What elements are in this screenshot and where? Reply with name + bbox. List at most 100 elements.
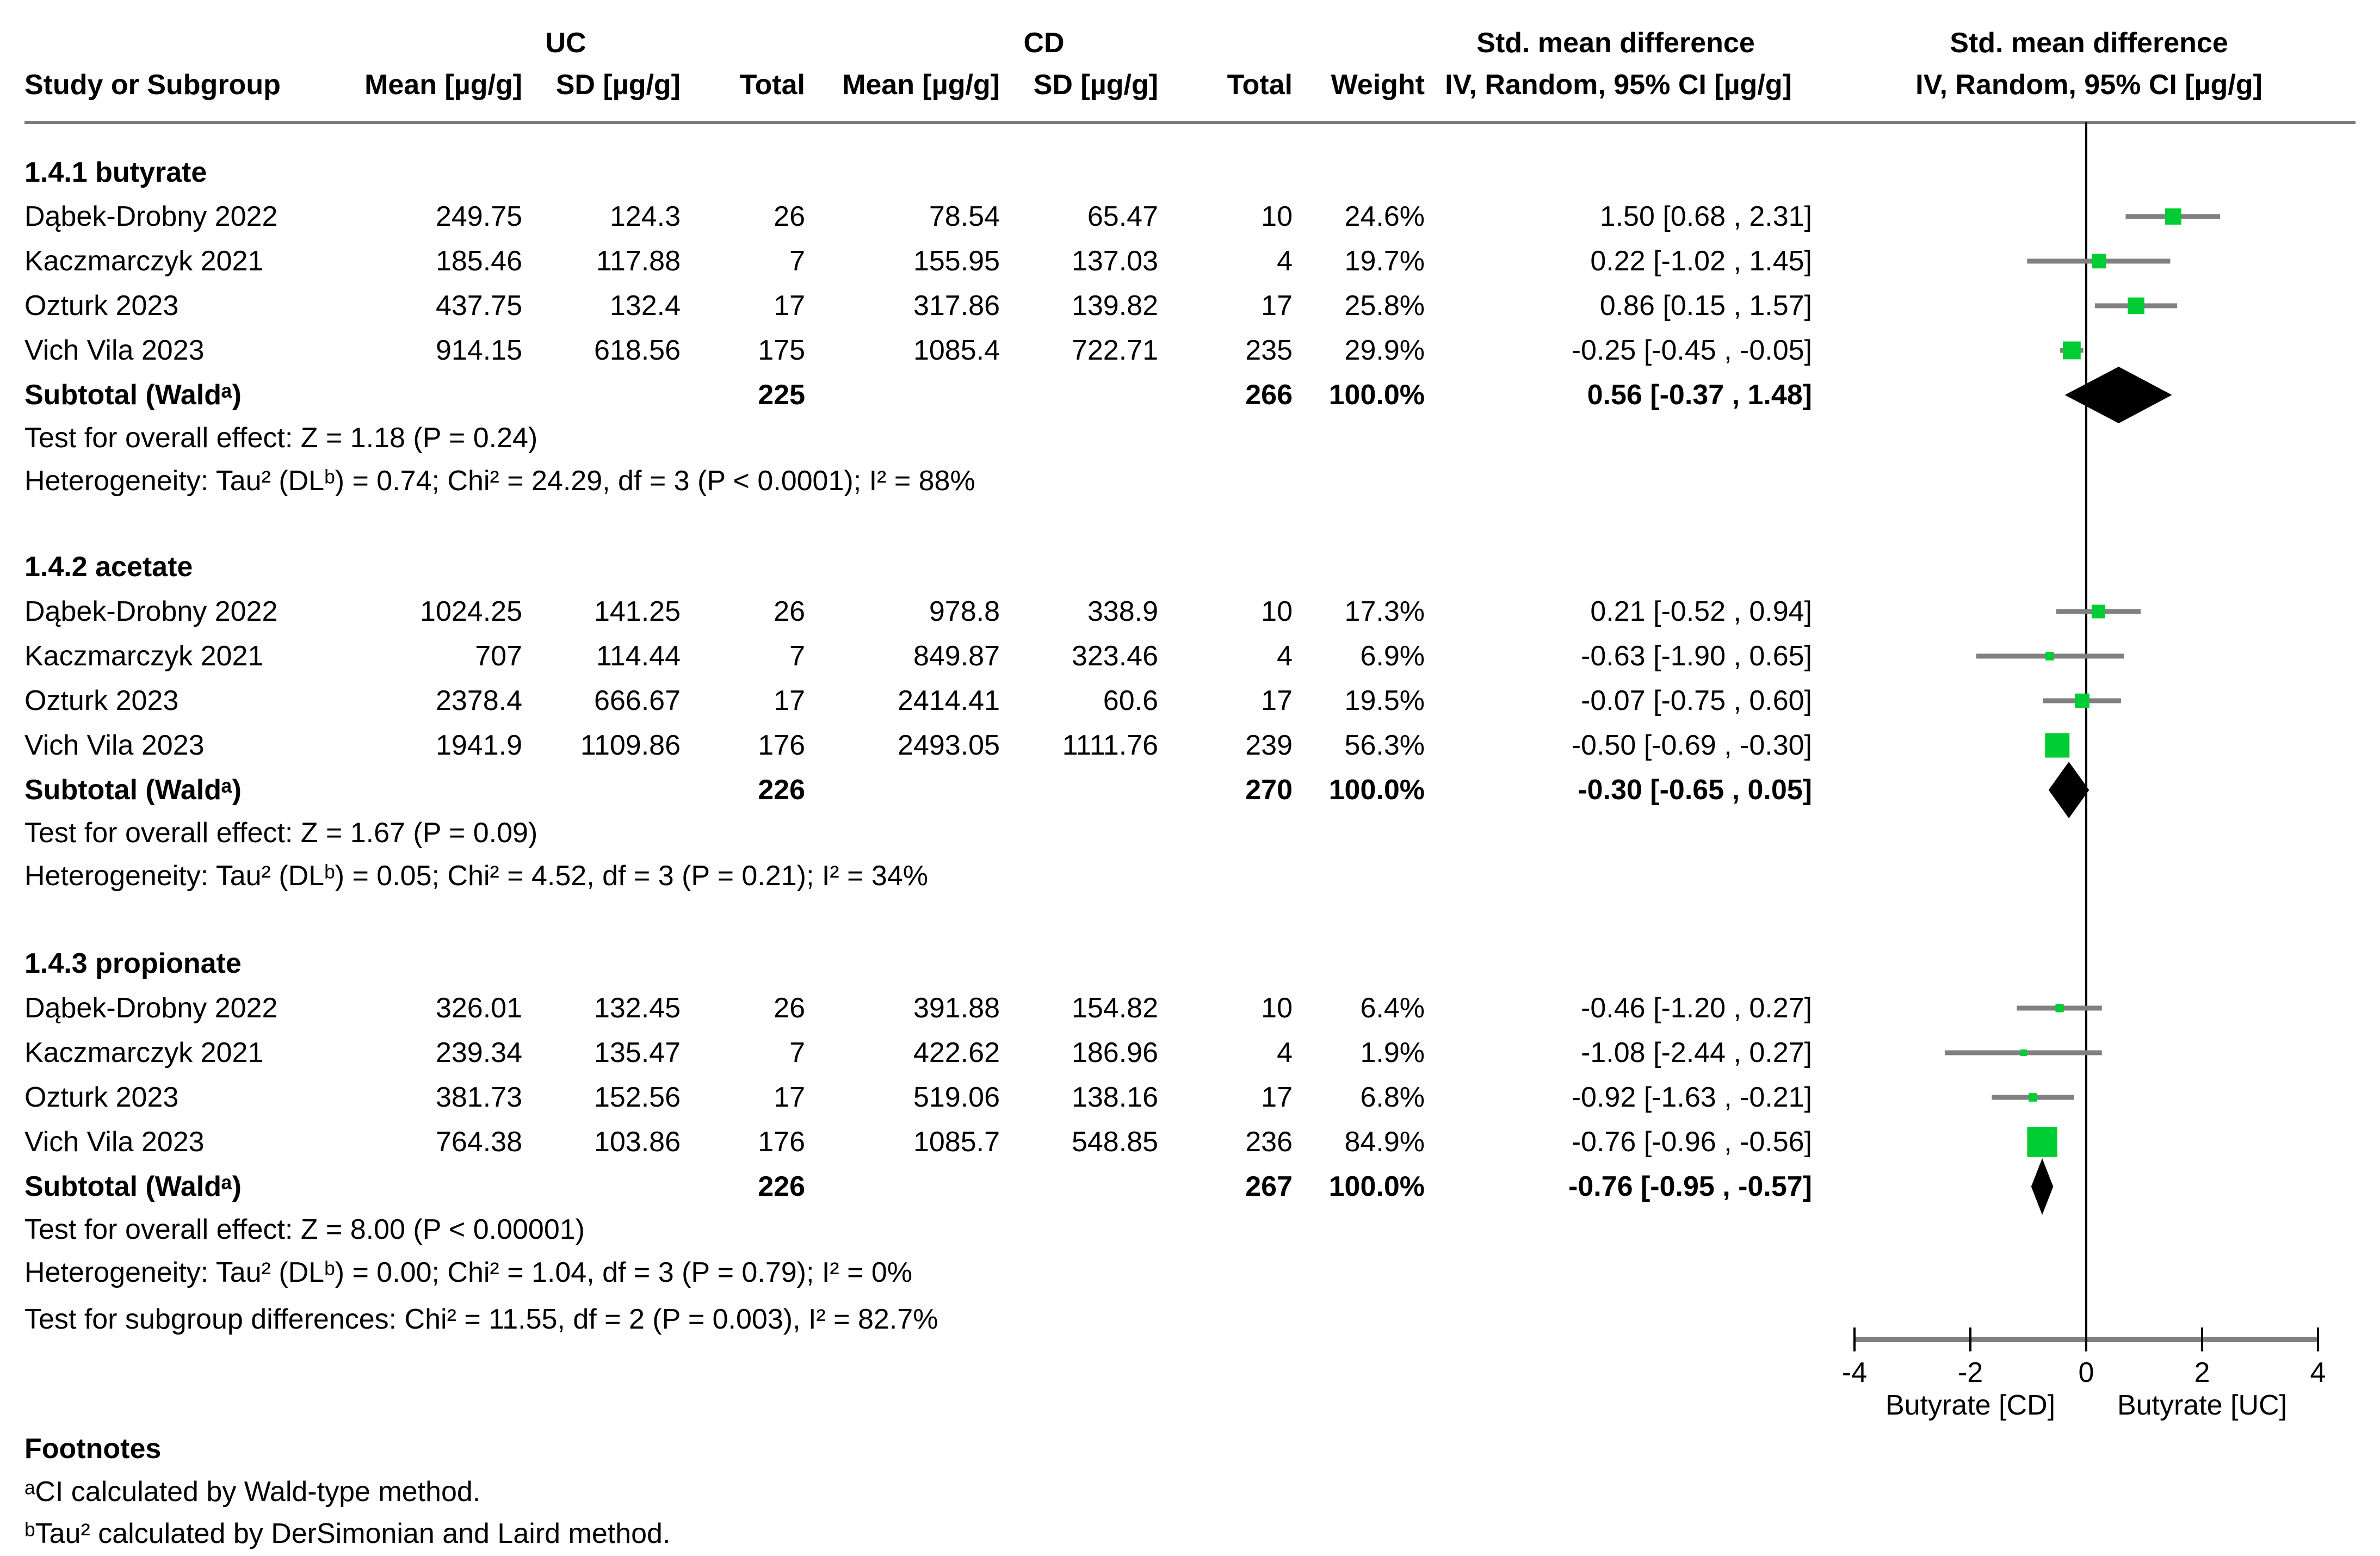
overall-effect-test: Test for overall effect: Z = 1.67 (P = 0… <box>24 817 538 849</box>
subtotal-row: Subtotal (Waldᵃ) 226 270 100.0% -0.30 [-… <box>24 768 1812 812</box>
col-header-sd-uc: SD [µg/g] <box>555 69 681 101</box>
study-row: Vich Vila 2023 1941.9 1109.86 176 2493.0… <box>24 723 1812 768</box>
axis-tick-label: 4 <box>2310 1357 2326 1388</box>
axis-tick-label: 0 <box>2079 1357 2094 1388</box>
col-header-sd-cd: SD [µg/g] <box>1033 69 1158 101</box>
col-header-mean-cd: Mean [µg/g] <box>842 69 1000 101</box>
cd-mean: 978.8 <box>929 596 1000 627</box>
subtotal-diamond <box>2064 367 2172 423</box>
effect-square <box>2029 1093 2037 1102</box>
cd-total: 4 <box>1277 640 1293 672</box>
weight-value: 6.9% <box>1360 640 1425 672</box>
effect-square <box>2091 604 2105 619</box>
cd-total: 266 <box>1245 379 1293 411</box>
header-divider <box>24 121 2356 124</box>
cd-sd: 323.46 <box>1071 640 1158 672</box>
study-row: Vich Vila 2023 764.38 103.86 176 1085.7 … <box>24 1120 1812 1164</box>
uc-mean: 185.46 <box>435 245 522 277</box>
study-row: Ozturk 2023 2378.4 666.67 17 2414.41 60.… <box>24 678 1812 723</box>
uc-total: 17 <box>774 1082 805 1113</box>
footnote-b: ᵇTau² calculated by DerSimonian and Lair… <box>24 1518 671 1549</box>
uc-total: 26 <box>774 201 805 232</box>
subgroup-title: 1.4.1 butyrate <box>24 157 207 188</box>
axis-label-right: Butyrate [UC] <box>2117 1390 2287 1421</box>
footnote-a: ᵃCI calculated by Wald-type method. <box>24 1476 481 1508</box>
cd-mean: 519.06 <box>913 1082 1000 1113</box>
cd-total: 235 <box>1245 335 1293 366</box>
uc-sd: 152.56 <box>594 1082 681 1113</box>
ci-value: -0.07 [-0.75 , 0.60] <box>1581 685 1812 717</box>
ci-value: -0.92 [-1.63 , -0.21] <box>1571 1082 1812 1113</box>
cd-mean: 849.87 <box>913 640 1000 672</box>
study-name: Vich Vila 2023 <box>24 1126 205 1158</box>
study-row: Kaczmarczyk 2021 707 114.44 7 849.87 323… <box>24 634 1812 678</box>
uc-sd: 135.47 <box>594 1037 681 1069</box>
group-header-uc: UC <box>545 27 586 59</box>
cd-sd: 137.03 <box>1071 245 1158 277</box>
uc-total: 176 <box>758 730 805 761</box>
weight-value: 19.7% <box>1344 245 1425 277</box>
uc-mean: 2378.4 <box>435 685 522 717</box>
effect-square <box>2045 733 2070 758</box>
cd-mean: 2414.41 <box>898 685 1000 717</box>
effect-square <box>2092 254 2106 269</box>
cd-mean: 317.86 <box>913 290 1000 322</box>
column-header-row: Study or Subgroup Mean [µg/g] SD [µg/g] … <box>24 63 1812 107</box>
cd-sd: 60.6 <box>1103 685 1158 717</box>
uc-total: 176 <box>758 1126 805 1158</box>
uc-mean: 914.15 <box>435 335 522 366</box>
ci-value: -0.25 [-0.45 , -0.05] <box>1571 335 1812 366</box>
uc-mean: 437.75 <box>435 290 522 322</box>
uc-sd: 1109.86 <box>580 730 681 761</box>
study-row: Dąbek-Drobny 2022 1024.25 141.25 26 978.… <box>24 589 1812 634</box>
uc-sd: 141.25 <box>594 596 681 627</box>
cd-total: 17 <box>1261 685 1293 717</box>
study-name: Kaczmarczyk 2021 <box>24 640 264 672</box>
subgroup-differences-test: Test for subgroup differences: Chi² = 11… <box>24 1304 938 1335</box>
cd-sd: 154.82 <box>1071 992 1158 1024</box>
cd-mean: 2493.05 <box>898 730 1000 761</box>
effect-square <box>2075 693 2090 708</box>
cd-mean: 422.62 <box>913 1037 1000 1069</box>
uc-total: 7 <box>789 640 805 672</box>
cd-sd: 548.85 <box>1071 1126 1158 1158</box>
axis-tick-label: 2 <box>2194 1357 2210 1388</box>
uc-mean: 381.73 <box>435 1082 522 1113</box>
weight-value: 24.6% <box>1344 201 1425 232</box>
uc-total: 226 <box>758 774 805 806</box>
subtotal-diamond <box>2048 762 2090 818</box>
uc-total: 17 <box>774 685 805 717</box>
uc-mean: 1024.25 <box>420 596 522 627</box>
uc-total: 17 <box>774 290 805 322</box>
cd-total: 4 <box>1277 245 1293 277</box>
cd-sd: 722.71 <box>1071 335 1158 366</box>
uc-mean: 249.75 <box>435 201 522 232</box>
ci-value: -0.76 [-0.95 , -0.57] <box>1568 1171 1812 1202</box>
smd-text-column-title: Std. mean difference <box>1476 27 1755 59</box>
axis-label-left: Butyrate [CD] <box>1886 1390 2055 1421</box>
cd-total: 236 <box>1245 1126 1293 1158</box>
uc-mean: 326.01 <box>435 992 522 1024</box>
uc-mean: 1941.9 <box>435 730 522 761</box>
effect-square <box>2020 1049 2027 1056</box>
subtotal-label: Subtotal (Waldᵃ) <box>24 379 242 411</box>
uc-total: 175 <box>758 335 805 366</box>
subgroup-title: 1.4.2 acetate <box>24 551 193 583</box>
uc-total: 7 <box>789 245 805 277</box>
weight-value: 19.5% <box>1344 685 1425 717</box>
col-header-total-cd: Total <box>1227 69 1293 101</box>
study-name: Dąbek-Drobny 2022 <box>24 992 278 1024</box>
uc-total: 7 <box>789 1037 805 1069</box>
study-name: Ozturk 2023 <box>24 290 179 322</box>
overall-effect-test: Test for overall effect: Z = 8.00 (P < 0… <box>24 1214 585 1245</box>
ci-value: -0.76 [-0.96 , -0.56] <box>1571 1126 1812 1158</box>
ci-value: -1.08 [-2.44 , 0.27] <box>1581 1037 1812 1069</box>
col-header-mean-uc: Mean [µg/g] <box>364 69 522 101</box>
uc-sd: 114.44 <box>596 640 681 672</box>
cd-sd: 186.96 <box>1071 1037 1158 1069</box>
uc-sd: 103.86 <box>594 1126 681 1158</box>
weight-value: 29.9% <box>1344 335 1425 366</box>
col-header-ci: IV, Random, 95% CI [µg/g] <box>1445 69 1792 101</box>
effect-square <box>2027 1127 2057 1157</box>
